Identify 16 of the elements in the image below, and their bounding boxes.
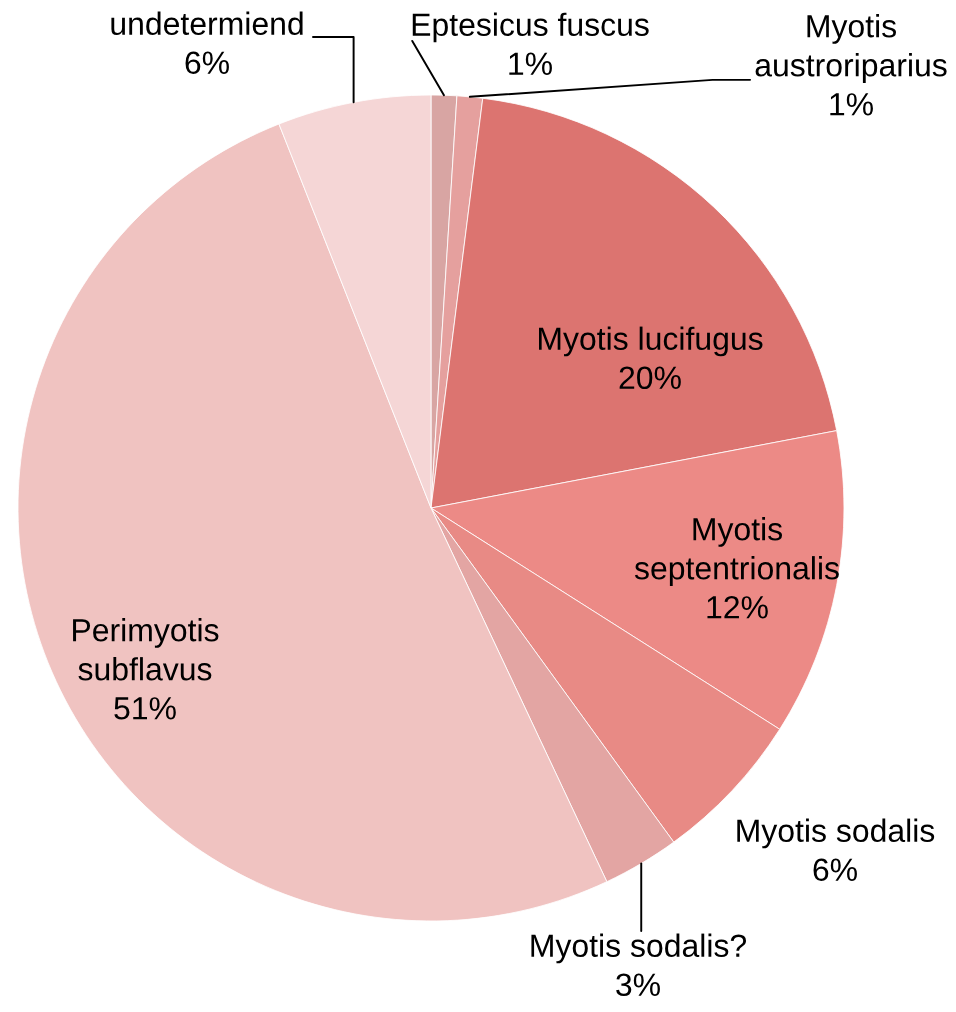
slice-label: Myotis sodalis? xyxy=(531,933,747,964)
slice-label: undetermiend xyxy=(111,11,303,36)
data-label: 20% xyxy=(619,366,681,390)
data-label: 51% xyxy=(114,697,176,720)
slice-label: Myotis septentrionalis xyxy=(634,517,839,586)
slice-label: Myotis austroriparius xyxy=(755,14,947,83)
data-label: 12% xyxy=(707,595,768,619)
data-label: 6% xyxy=(185,51,229,75)
data-label: 1% xyxy=(830,93,873,116)
data-label: 1% xyxy=(509,52,552,75)
slice-label: Myotis lucifugus xyxy=(539,326,763,357)
data-label: 3% xyxy=(616,973,660,997)
slice-label: Eptesicus fuscus xyxy=(412,12,649,43)
slice-label: Perimyotis subflavus xyxy=(73,618,219,681)
data-label: 6% xyxy=(813,858,857,882)
slice-label: Myotis sodalis xyxy=(737,818,935,849)
